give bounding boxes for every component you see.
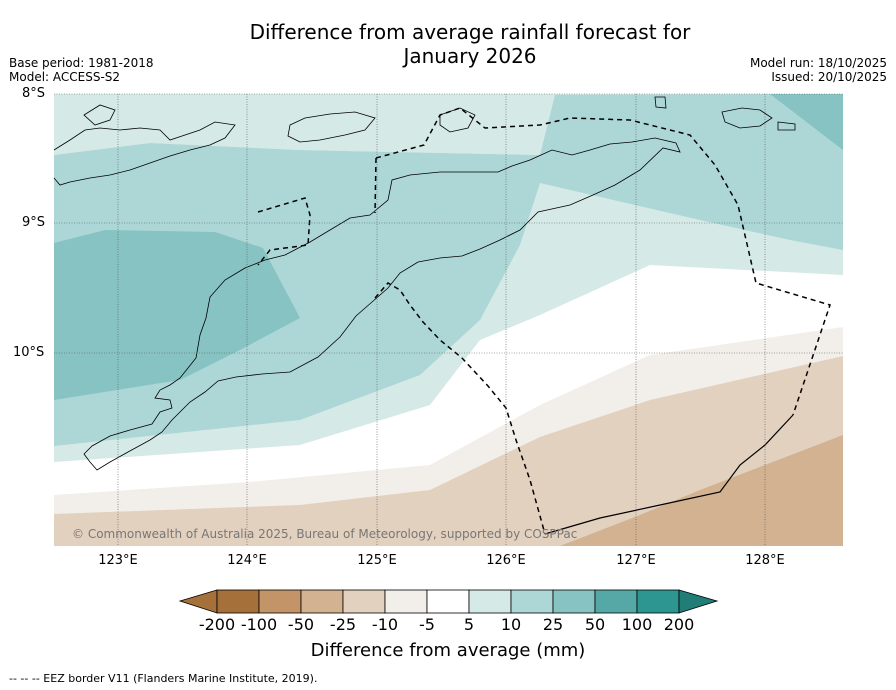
meta-left: Base period: 1981-2018 Model: ACCESS-S2 — [9, 56, 154, 84]
islet-2 — [654, 96, 667, 109]
colorbar-tick-label: 100 — [621, 615, 653, 634]
colorbar-tick-label: -10 — [371, 615, 399, 634]
colorbar-tick-label: 5 — [463, 615, 475, 634]
wet-10-zone — [54, 94, 843, 446]
dry-50-band — [560, 435, 843, 546]
colorbar-tick-label: -50 — [287, 615, 315, 634]
colorbar-title: Difference from average (mm) — [310, 640, 586, 661]
eez-border-timor — [374, 282, 546, 535]
colorbar-tick-label: 25 — [542, 615, 564, 634]
wet-25-north — [770, 94, 843, 150]
colorbar-bin-wet-100 — [636, 589, 680, 614]
lon-label-123e: 123°E — [98, 553, 138, 568]
model-name: Model: ACCESS-S2 — [9, 70, 121, 84]
colorbar-bin-dry-25 — [300, 589, 344, 614]
colorbar-bin-dry-10 — [342, 589, 386, 614]
title-line-1: Difference from average rainfall forecas… — [249, 20, 691, 44]
wet-25-west — [54, 230, 300, 400]
lat-label-8s: 8°S — [22, 86, 46, 101]
colorbar-bin-dry-5 — [384, 589, 428, 614]
base-period: Base period: 1981-2018 — [9, 56, 154, 70]
colorbar-tick-label: -25 — [329, 615, 357, 634]
colorbar-bin-dry-100 — [216, 589, 260, 614]
colorbar-bin-neutral — [426, 589, 470, 614]
chart-title: Difference from average rainfall forecas… — [200, 20, 740, 68]
islet-5 — [83, 104, 116, 126]
anomaly-field — [54, 94, 843, 546]
lat-label-10s: 10°S — [13, 345, 45, 360]
colorbar-bin-wet-10 — [510, 589, 554, 614]
lon-label-126e: 126°E — [486, 553, 526, 568]
lon-label-125e: 125°E — [357, 553, 397, 568]
eez-border — [257, 107, 831, 535]
colorbar-tick-label: -100 — [240, 615, 278, 634]
eez-border-west — [257, 197, 311, 266]
wetar-coastline — [287, 111, 376, 143]
colorbar-extend-wet — [678, 589, 719, 614]
colorbar-bin-dry-50 — [258, 589, 302, 614]
timor-coastline — [83, 137, 681, 471]
colorbar-tick-label: 50 — [584, 615, 606, 634]
footnote-eez: -- -- -- EEZ border V11 (Flanders Marine… — [9, 672, 318, 685]
islet-4 — [777, 121, 796, 131]
colorbar-extend-dry — [178, 589, 218, 614]
colorbar-bin-wet-25 — [552, 589, 596, 614]
colorbar-bin-wet-5 — [468, 589, 512, 614]
copyright-notice: © Commonwealth of Australia 2025, Bureau… — [72, 527, 578, 541]
colorbar-tick-label: 10 — [500, 615, 522, 634]
islet-3 — [721, 107, 773, 129]
eez-border-northwest — [374, 157, 377, 214]
model-run: Model run: 18/10/2025 — [749, 56, 887, 70]
title-line-2: January 2026 — [403, 44, 537, 68]
colorbar-tick-label: -200 — [198, 615, 236, 634]
eez-border-north — [375, 107, 831, 416]
colorbar-bin-wet-50 — [594, 589, 638, 614]
gridlines — [54, 93, 843, 546]
meta-right: Model run: 18/10/2025 Issued: 20/10/2025 — [750, 56, 887, 84]
coastlines — [53, 96, 796, 471]
issued-date: Issued: 20/10/2025 — [771, 70, 887, 84]
colorbar — [178, 589, 719, 614]
dry-25-band — [54, 356, 843, 546]
lon-label-127e: 127°E — [616, 553, 656, 568]
wet-5-northwest — [54, 95, 545, 155]
colorbar-tick-label: -5 — [419, 615, 435, 634]
lon-label-128e: 128°E — [745, 553, 785, 568]
islet-1 — [439, 107, 476, 133]
lon-label-124e: 124°E — [227, 553, 267, 568]
alor-pantar-coastline — [53, 121, 236, 186]
lat-label-9s: 9°S — [22, 215, 46, 230]
colorbar-tick-label: 200 — [663, 615, 695, 634]
